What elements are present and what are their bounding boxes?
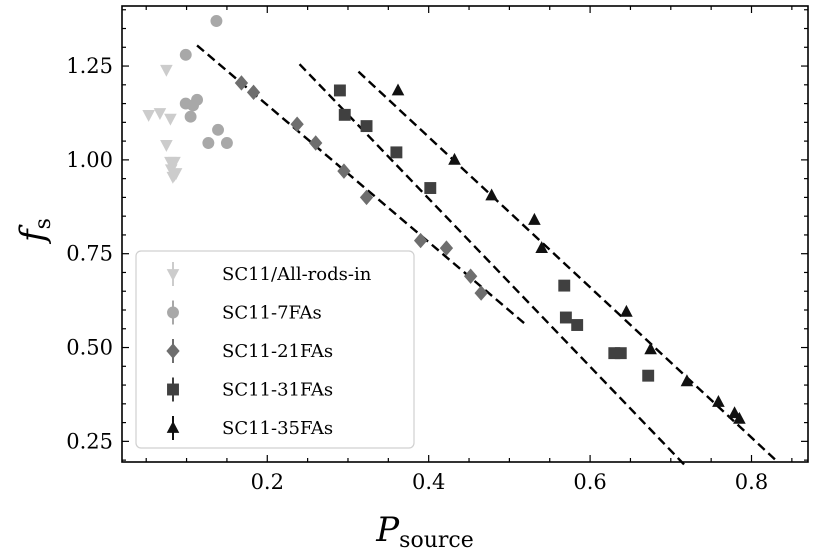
legend-marker <box>167 383 179 396</box>
legend: SC11/All-rods-in SC11-7FAs SC11-21FAs SC11-… <box>135 250 415 449</box>
series-sc11-31fas <box>333 84 655 382</box>
data-point <box>448 152 461 165</box>
data-point <box>168 156 181 169</box>
data-point <box>210 15 223 27</box>
legend-marker <box>166 343 180 359</box>
data-point <box>179 48 192 61</box>
y-axis-label-sub: s <box>31 218 56 229</box>
series-sc11-21fas <box>234 75 488 301</box>
data-point <box>535 241 548 253</box>
legend-item: SC11-21FAs <box>166 339 333 363</box>
data-point <box>246 84 261 101</box>
legend-marker <box>166 269 180 281</box>
y-axis-label: fs <box>13 218 56 245</box>
y-tick-label: 0.75 <box>66 242 113 266</box>
x-axis-label-main: P <box>375 510 400 548</box>
fit-line <box>357 70 777 462</box>
data-point <box>169 168 183 181</box>
legend-label: SC11-7FAs <box>222 303 322 324</box>
x-axis-label-sub: source <box>399 528 474 548</box>
y-tick-label: 0.50 <box>66 336 113 360</box>
y-tick-label: 1.00 <box>66 148 113 172</box>
data-point <box>424 182 437 194</box>
data-point <box>360 120 373 133</box>
data-point <box>234 75 249 91</box>
data-point <box>608 347 621 360</box>
data-point <box>160 64 173 77</box>
x-tick-label: 0.8 <box>735 470 768 494</box>
legend-marker <box>166 421 180 433</box>
axis-ticks: 0.2 0.4 0.6 0.8 0.25 0.50 0.75 1.00 1.25 <box>66 6 808 494</box>
data-point <box>485 188 498 201</box>
legend-box <box>135 250 415 449</box>
svg-text:fs: fs <box>13 218 56 245</box>
legend-item: SC11/All-rods-in <box>166 262 372 286</box>
data-point <box>528 212 541 225</box>
data-point <box>153 108 167 120</box>
data-point <box>558 279 571 292</box>
data-point <box>413 232 428 249</box>
legend-label: SC11-31FAs <box>222 380 333 401</box>
data-point <box>187 99 199 112</box>
data-point <box>309 135 323 151</box>
svg-text:Psource: Psource <box>375 510 473 548</box>
legend-item: SC11-35FAs <box>166 416 333 440</box>
data-point <box>160 139 173 152</box>
data-point <box>202 137 215 149</box>
data-point <box>474 285 488 301</box>
legend-label: SC11-35FAs <box>222 418 333 439</box>
data-point <box>642 369 655 382</box>
legend-label: SC11-21FAs <box>222 341 333 362</box>
data-point <box>164 113 177 126</box>
data-point <box>559 311 572 324</box>
data-point <box>333 84 346 97</box>
data-point <box>439 240 454 256</box>
data-point <box>614 347 627 360</box>
data-point <box>571 319 584 331</box>
data-point <box>620 304 633 317</box>
data-point <box>463 268 478 284</box>
data-point <box>359 189 374 206</box>
y-tick-label: 0.25 <box>66 429 113 453</box>
data-point <box>712 394 725 407</box>
data-point <box>391 83 405 96</box>
legend-marker <box>167 306 179 319</box>
y-tick-label: 1.25 <box>66 54 113 78</box>
data-point <box>680 374 694 387</box>
legend-item: SC11-31FAs <box>167 377 333 402</box>
legend-item: SC11-7FAs <box>167 300 322 325</box>
data-point <box>390 146 403 159</box>
data-point <box>220 137 233 149</box>
legend-label: SC11/All-rods-in <box>222 264 372 285</box>
series-sc11-all-rods-in <box>142 64 183 184</box>
x-tick-label: 0.6 <box>573 470 606 494</box>
data-point <box>290 116 304 132</box>
data-point <box>733 411 746 424</box>
x-tick-label: 0.4 <box>412 470 445 494</box>
x-tick-label: 0.2 <box>251 470 284 494</box>
series-sc11-7fas <box>179 15 233 149</box>
data-point <box>338 108 351 121</box>
data-point <box>212 123 224 136</box>
data-point <box>337 163 351 179</box>
data-point <box>142 109 155 122</box>
x-axis-label: Psource <box>375 510 473 548</box>
plot-area-frame <box>121 5 809 463</box>
data-points <box>142 15 746 424</box>
data-point <box>184 110 197 123</box>
series-sc11-35fas <box>391 83 746 424</box>
data-point <box>644 342 657 355</box>
